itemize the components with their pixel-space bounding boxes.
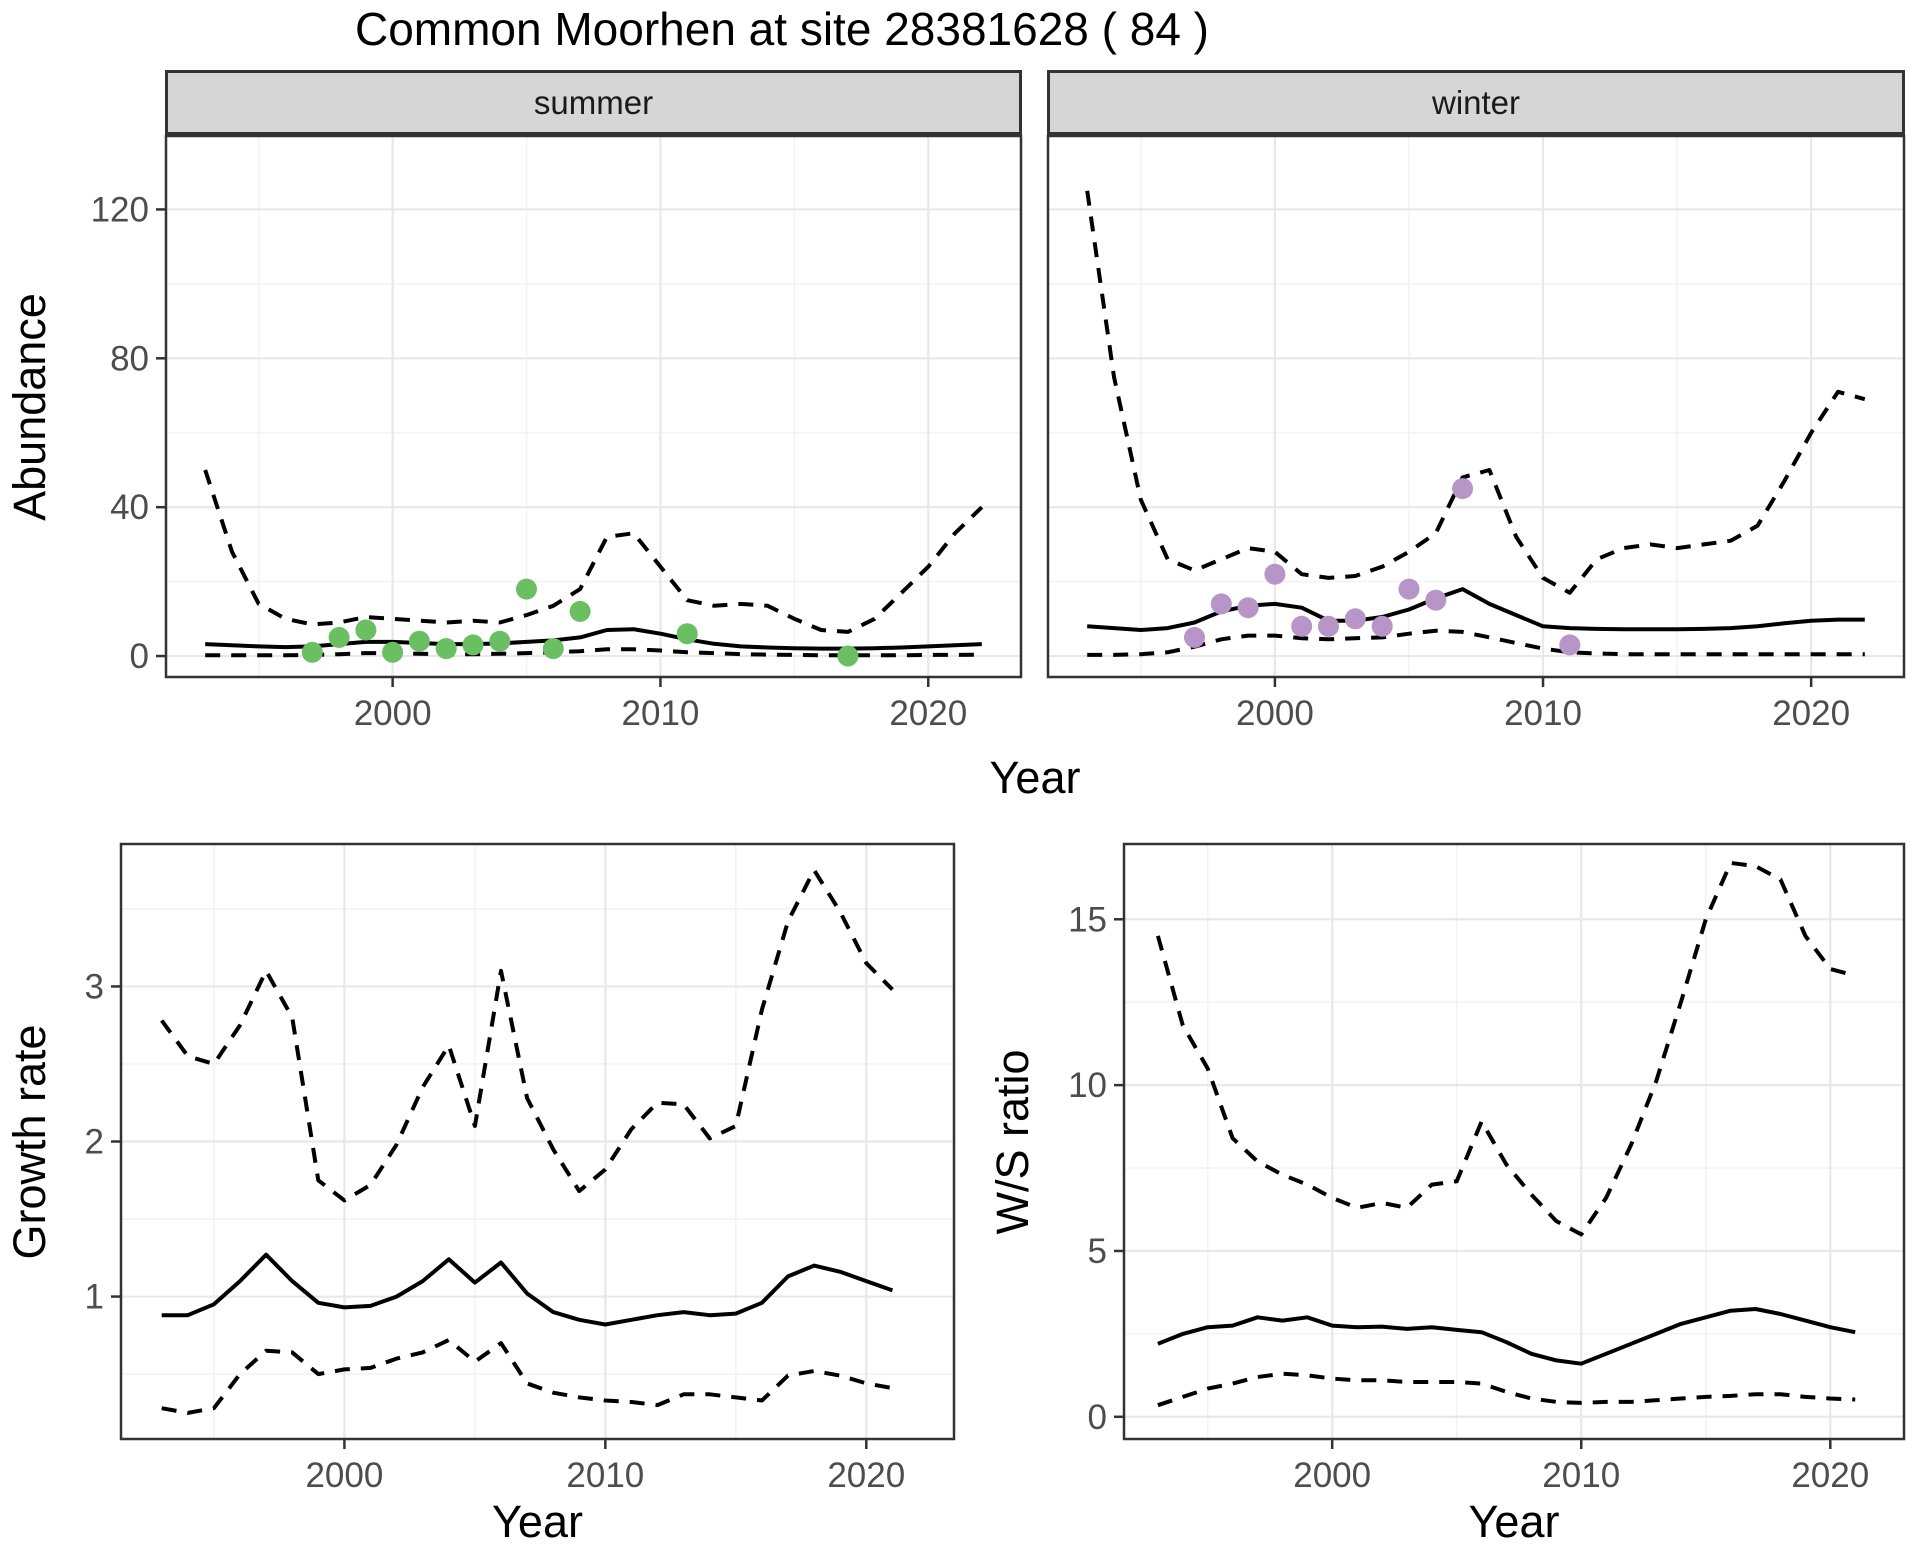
ws-x-axis-title: Year xyxy=(1468,1496,1560,1547)
summer-observation-point xyxy=(837,645,859,667)
facet-strip-summer: summer xyxy=(165,70,1022,135)
abundance-winter-lower-ci-line xyxy=(1087,628,1865,657)
growth-x-axis-title: Year xyxy=(492,1496,583,1547)
summer-observation-point xyxy=(408,630,430,652)
summer-observation-point xyxy=(489,630,511,652)
abundance-summer-plot: 2000 2010 2020 0 40 80 120 xyxy=(91,134,1023,733)
x-tick-label: 2000 xyxy=(1293,1456,1371,1495)
x-tick-label: 2020 xyxy=(827,1456,905,1495)
panel-border xyxy=(1122,842,1906,1441)
y-tick-label: 0 xyxy=(130,637,149,676)
panel-background xyxy=(165,135,1022,678)
y-tick-label: 1 xyxy=(85,1278,104,1317)
y-tick-label: 3 xyxy=(85,967,104,1006)
ws-ratio-axis-title: W/S ratio xyxy=(987,1049,1038,1235)
abundance-axis-title: Abundance xyxy=(4,293,55,521)
x-tick-label: 2020 xyxy=(1791,1456,1869,1495)
winter-observation-point xyxy=(1291,615,1313,637)
summer-observation-point xyxy=(301,641,323,663)
summer-observation-point xyxy=(569,600,591,622)
ws-ratio-median-line xyxy=(1157,1307,1856,1366)
abundance-winter-upper-ci-line xyxy=(1085,190,1866,595)
growth-rate-median-line xyxy=(161,1252,894,1327)
facet-strip-winter: winter xyxy=(1047,70,1905,135)
x-tick-label: 2010 xyxy=(566,1456,644,1495)
ws-ratio-upper-ci-line xyxy=(1155,860,1856,1237)
x-tick-label: 2010 xyxy=(1504,694,1582,733)
panel-background xyxy=(1047,135,1905,678)
abundance-winter-plot: 2000 2010 2020 xyxy=(1046,134,1906,733)
panel-background xyxy=(1123,843,1905,1440)
panel-border xyxy=(164,134,1023,679)
winter-observation-point xyxy=(1318,615,1339,637)
summer-observation-point xyxy=(328,626,350,648)
ws-ratio-plot: 2000 2010 2020 0 5 10 15 xyxy=(1068,842,1906,1495)
x-tick-label: 2020 xyxy=(889,694,967,733)
summer-observation-point xyxy=(462,634,484,656)
abundance-summer-upper-ci-line xyxy=(203,469,984,634)
panel-border xyxy=(119,842,956,1441)
y-tick-label: 0 xyxy=(1088,1398,1107,1437)
growth-rate-plot: 2000 2010 2020 1 2 3 xyxy=(85,842,956,1495)
winter-observation-point xyxy=(1398,578,1420,600)
winter-observation-point xyxy=(1210,593,1232,615)
y-tick-label: 10 xyxy=(1068,1066,1107,1105)
y-tick-label: 120 xyxy=(91,190,149,229)
y-tick-label: 40 xyxy=(110,488,149,527)
summer-observation-point xyxy=(542,638,564,660)
x-tick-label: 2010 xyxy=(1542,1456,1620,1495)
growth-rate-upper-ci-line xyxy=(160,868,894,1203)
top-x-axis-title: Year xyxy=(989,752,1081,803)
x-tick-label: 2020 xyxy=(1772,694,1850,733)
winter-observation-point xyxy=(1452,478,1474,500)
y-tick-label: 2 xyxy=(85,1123,104,1162)
winter-observation-point xyxy=(1184,626,1205,648)
summer-observation-point xyxy=(435,638,457,660)
page-title: Common Moorhen at site 28381628 ( 84 ) xyxy=(354,3,1210,55)
y-tick-label: 5 xyxy=(1088,1232,1107,1271)
winter-observation-point xyxy=(1425,589,1447,611)
x-tick-label: 2010 xyxy=(622,694,700,733)
panel-border xyxy=(1046,134,1906,679)
growth-rate-axis-title: Growth rate xyxy=(4,1024,55,1260)
winter-observation-point xyxy=(1559,634,1581,656)
y-tick-label: 15 xyxy=(1068,900,1107,939)
facet-strip-winter-label: winter xyxy=(1431,83,1521,121)
x-tick-label: 2000 xyxy=(354,694,432,733)
summer-observation-point xyxy=(382,641,404,663)
winter-observation-point xyxy=(1371,615,1393,637)
winter-observation-point xyxy=(1237,597,1259,619)
summer-observation-point xyxy=(516,578,537,600)
x-tick-label: 2000 xyxy=(1236,694,1314,733)
facet-strip-summer-label: summer xyxy=(533,83,654,121)
winter-observation-point xyxy=(1344,608,1366,630)
x-tick-label: 2000 xyxy=(305,1456,383,1495)
summer-observation-point xyxy=(355,619,377,641)
y-tick-label: 80 xyxy=(110,339,149,378)
winter-observation-point xyxy=(1264,563,1286,585)
summer-observation-point xyxy=(676,623,698,645)
